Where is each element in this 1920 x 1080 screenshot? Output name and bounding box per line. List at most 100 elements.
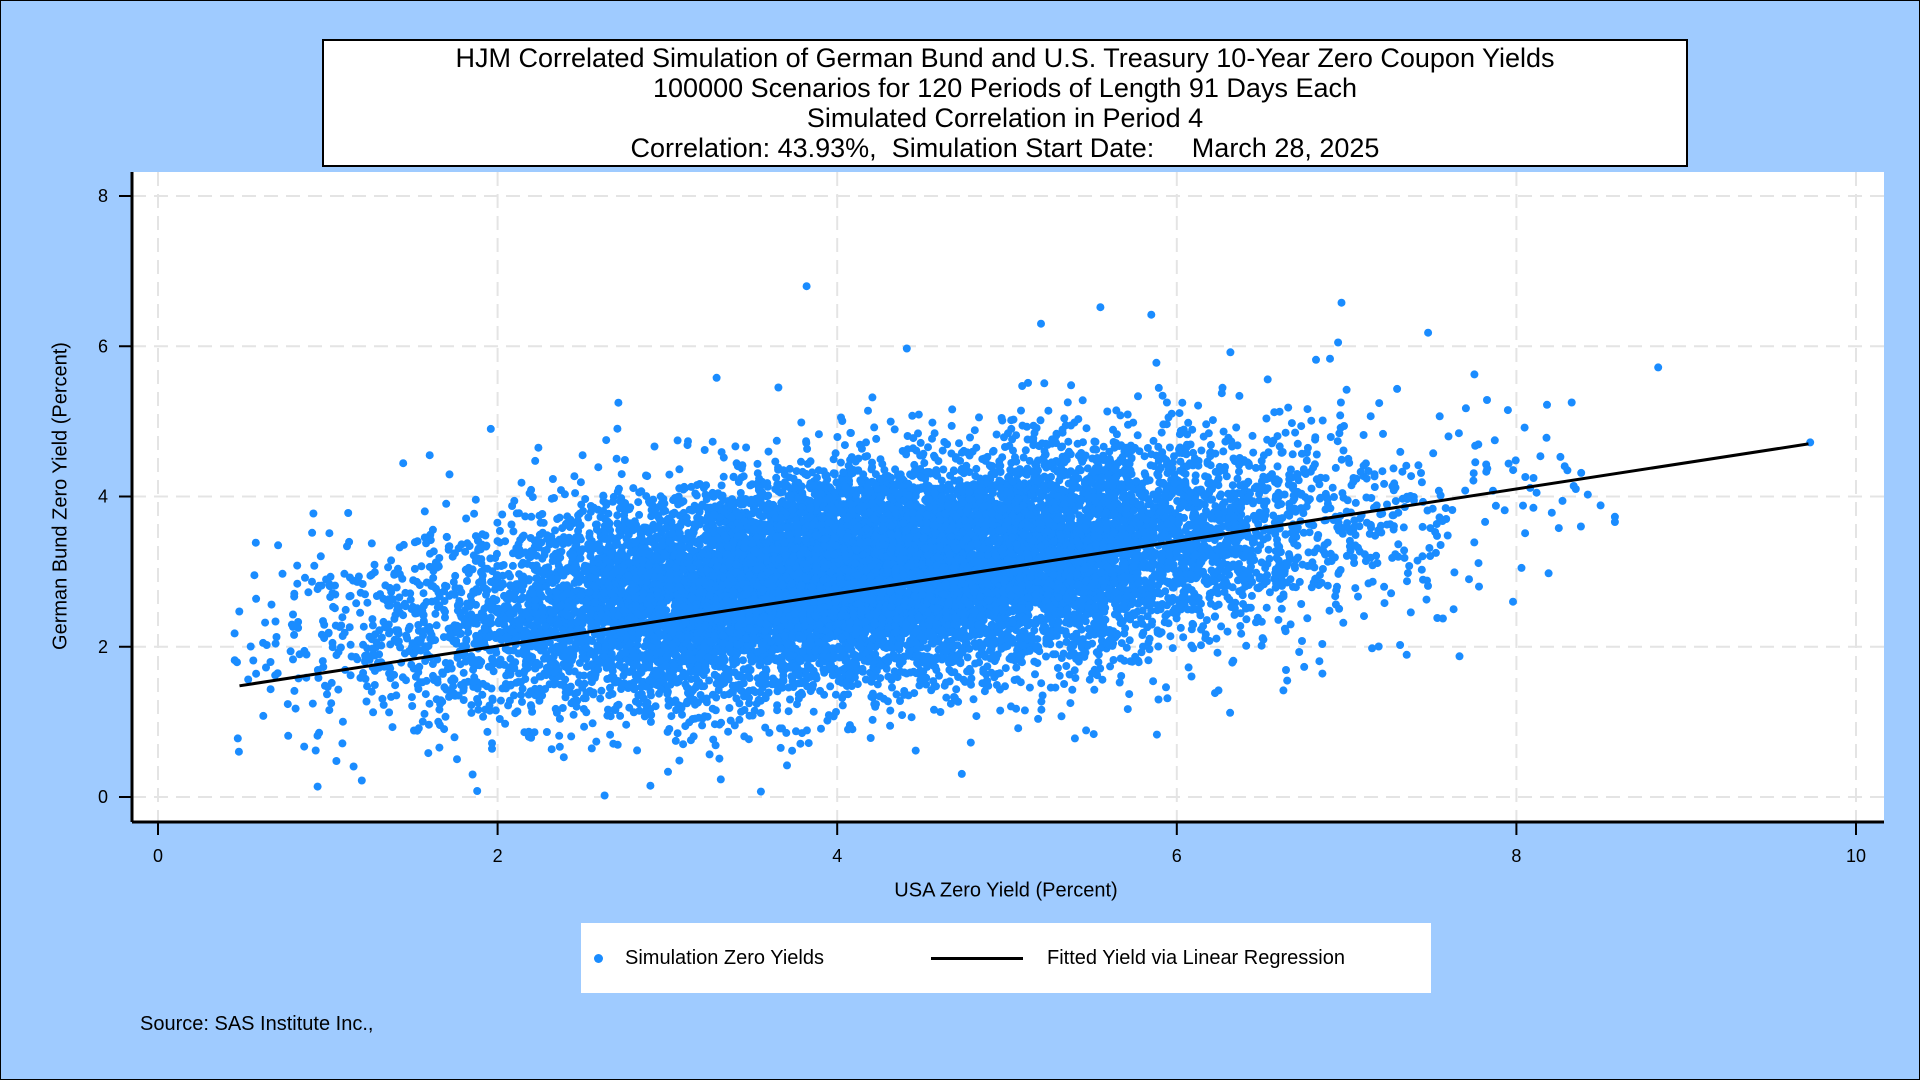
scatter-point [948,405,957,414]
scatter-point [1326,433,1335,441]
scatter-point [266,685,275,694]
scatter-point [1149,677,1158,686]
scatter-point [903,432,912,440]
scatter-point [1068,685,1077,694]
scatter-point [1362,493,1371,502]
scatter-point [1123,410,1132,419]
scatter-point [1226,708,1235,717]
scatter-point [1263,375,1272,384]
scatter-point [1654,363,1663,372]
scatter-point [518,697,526,706]
scatter-point [1206,440,1215,449]
scatter-point [1305,528,1314,537]
scatter-point [831,690,840,699]
scatter-point [504,569,513,578]
scatter-point [605,691,614,700]
scatter-point [524,575,533,584]
scatter-point [1038,691,1047,700]
scatter-point [459,668,468,677]
scatter-point [1037,679,1046,688]
scatter-point [1331,463,1340,472]
scatter-point [1057,712,1066,721]
scatter-point [1490,436,1499,445]
scatter-point [580,722,589,731]
scatter-point [1197,446,1206,455]
scatter-point [290,630,299,639]
scatter-point [559,753,568,762]
scatter-point [1318,669,1327,678]
scatter-point [609,739,618,748]
scatter-point [308,577,316,586]
scatter-point [370,560,379,569]
scatter-point [826,682,835,691]
scatter-point [1351,498,1360,507]
scatter-point [1302,456,1311,465]
scatter-point [266,658,275,666]
scatter-point [370,681,379,689]
scatter-point [1255,489,1264,498]
scatter-point [1300,662,1309,671]
scatter-point [424,749,433,758]
scatter-point [230,629,239,638]
scatter-point [467,701,476,710]
scatter-point [1469,469,1478,478]
scatter-point [673,436,682,445]
scatter-point [817,724,825,733]
scatter-point [868,715,877,724]
scatter-point [289,655,297,664]
scatter-point [479,712,488,721]
scatter-point [992,430,1001,439]
scatter-point [1014,724,1023,733]
scatter-point [338,717,347,726]
scatter-point [492,549,501,558]
scatter-point [853,680,862,689]
scatter-point [1179,633,1188,642]
scatter-point [1277,604,1286,613]
scatter-point [1273,462,1282,471]
scatter-point [592,737,601,746]
scatter-point [483,727,492,736]
scatter-point [1417,565,1426,574]
scatter-point [1274,615,1283,624]
scatter-point [708,704,717,713]
scatter-point [1323,557,1332,566]
scatter-point [1400,546,1409,555]
scatter-point [814,430,823,439]
scatter-point [1154,383,1163,392]
scatter-point [996,706,1005,715]
scatter-point [415,662,424,671]
scatter-point [665,470,674,479]
scatter-point [377,633,386,642]
scatter-point [1037,697,1046,706]
scatter-point [470,509,479,518]
scatter-point [1380,479,1389,488]
scatter-point [422,676,431,685]
scatter-point [542,728,551,736]
scatter-point [1336,411,1345,420]
scatter-point [1017,406,1025,415]
scatter-point [1328,483,1337,492]
scatter-point [1145,634,1154,643]
scatter-point [1103,407,1112,416]
scatter-point [1018,421,1027,430]
scatter-point [465,542,474,551]
scatter-point [1258,463,1267,472]
scatter-point [283,700,292,709]
scatter-point [731,442,740,451]
scatter-point [742,443,751,452]
scatter-point [323,690,331,699]
scatter-point [596,694,605,703]
scatter-point [1021,446,1030,455]
scatter-point [873,680,882,689]
scatter-point [634,498,643,507]
scatter-point [1297,422,1306,431]
scatter-point [432,621,441,630]
scatter-point [1287,419,1296,428]
scatter-point [1520,423,1529,432]
scatter-point [349,762,358,771]
scatter-point [1235,391,1244,400]
scatter-point [1184,663,1193,672]
scatter-point [418,717,427,726]
scatter-point [316,552,325,561]
